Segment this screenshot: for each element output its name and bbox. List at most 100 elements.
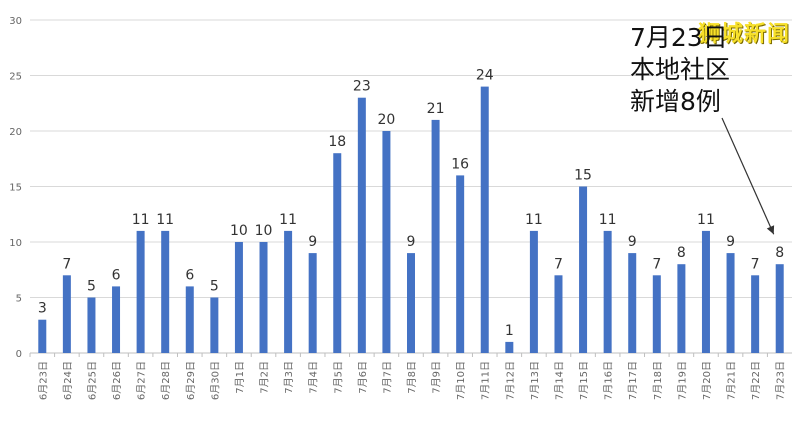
data-label: 24 (476, 68, 494, 84)
x-tick-label: 7月1日 (234, 361, 246, 394)
data-label: 1 (505, 323, 514, 339)
bar (751, 275, 760, 353)
data-label: 11 (156, 212, 174, 228)
x-tick-label: 7月17日 (627, 361, 639, 400)
x-tick-label: 7月4日 (308, 361, 320, 394)
x-tick-label: 7月11日 (480, 361, 492, 400)
bar (382, 131, 391, 353)
x-tick-label: 7月12日 (504, 361, 516, 400)
x-tick-label: 7月23日 (775, 361, 787, 400)
x-tick-label: 6月29日 (185, 361, 197, 400)
data-label: 9 (628, 234, 637, 250)
bar (579, 186, 588, 353)
data-label: 3 (38, 301, 47, 317)
bar (210, 297, 219, 353)
data-label: 15 (574, 168, 592, 184)
annotation-arrow-line (721, 117, 775, 235)
bar (259, 242, 268, 353)
bar (87, 297, 96, 353)
x-tick-label: 7月14日 (553, 361, 565, 400)
bar (284, 230, 293, 353)
x-tick-label: 6月27日 (136, 361, 148, 400)
data-label: 11 (525, 212, 543, 228)
brand-logo-text: 狮城新闻 (697, 22, 790, 47)
bar (38, 319, 47, 353)
data-label: 11 (599, 212, 617, 228)
bar (652, 275, 661, 353)
bar (136, 230, 145, 353)
annotation-line-community: 本地社区 (630, 55, 731, 84)
x-tick-label: 6月24日 (62, 361, 74, 400)
data-label: 5 (87, 279, 96, 295)
data-label: 6 (185, 267, 194, 283)
bar (112, 286, 121, 353)
data-label: 20 (378, 112, 396, 128)
x-tick-label: 7月21日 (726, 361, 738, 400)
bar (431, 119, 440, 354)
bar (407, 253, 415, 353)
x-tick-label: 7月20日 (701, 361, 713, 400)
data-label: 9 (407, 234, 416, 250)
x-tick-label: 6月30日 (209, 361, 221, 400)
x-tick-label: 7月2日 (259, 361, 271, 394)
x-tick-label: 7月19日 (676, 361, 688, 400)
annotation-arrow-head (766, 225, 775, 235)
x-tick-label: 6月26日 (111, 361, 123, 400)
data-label: 7 (554, 256, 563, 272)
x-tick-label: 7月6日 (357, 361, 369, 394)
data-label: 9 (308, 234, 317, 250)
data-label: 11 (697, 212, 715, 228)
bar (505, 341, 514, 353)
x-tick-label: 6月28日 (160, 361, 172, 400)
x-tick-label: 7月16日 (603, 361, 615, 400)
y-tick-label: 0 (16, 349, 22, 360)
data-label: 7 (62, 256, 71, 272)
data-label: 18 (328, 134, 346, 150)
x-tick-label: 7月8日 (406, 361, 418, 394)
data-label: 9 (726, 234, 735, 250)
x-tick-label: 7月5日 (332, 361, 344, 394)
y-tick-label: 5 (16, 294, 22, 305)
data-label: 8 (677, 245, 686, 261)
bar (308, 253, 317, 353)
annotation-line-date: 7月23日 (630, 23, 728, 52)
x-tick-label: 7月18日 (652, 361, 664, 400)
y-tick-label: 15 (9, 183, 22, 194)
bar (333, 153, 342, 353)
x-tick-label: 7月22日 (750, 361, 762, 400)
bar (775, 264, 784, 353)
bar (677, 264, 686, 353)
y-tick-label: 20 (9, 127, 22, 138)
annotation-callout: 7月23日 本地社区 新增8例 (630, 22, 730, 118)
bar (603, 230, 612, 353)
bar (161, 230, 170, 353)
data-label: 8 (775, 245, 784, 261)
x-tick-label: 7月7日 (381, 361, 393, 394)
y-tick-label: 30 (9, 16, 22, 27)
data-label: 11 (279, 212, 297, 228)
bar (456, 175, 465, 353)
data-label: 7 (652, 256, 661, 272)
bar (701, 230, 710, 353)
bar (480, 86, 489, 353)
y-tick-label: 10 (9, 238, 22, 249)
data-label: 21 (427, 101, 445, 117)
x-tick-label: 6月23日 (37, 361, 49, 400)
x-tick-label: 7月3日 (283, 361, 295, 394)
bar (234, 242, 243, 353)
x-tick-label: 7月15日 (578, 361, 590, 400)
data-label: 7 (751, 256, 760, 272)
y-tick-label: 25 (9, 72, 22, 83)
data-label: 23 (353, 79, 371, 95)
bar (628, 253, 637, 353)
data-label: 10 (255, 223, 273, 239)
x-tick-label: 7月10日 (455, 361, 467, 400)
bar (357, 97, 366, 353)
bar (185, 286, 194, 353)
x-tick-label: 6月25日 (86, 361, 98, 400)
data-label: 5 (210, 279, 219, 295)
bar (726, 253, 735, 353)
data-label: 11 (132, 212, 150, 228)
